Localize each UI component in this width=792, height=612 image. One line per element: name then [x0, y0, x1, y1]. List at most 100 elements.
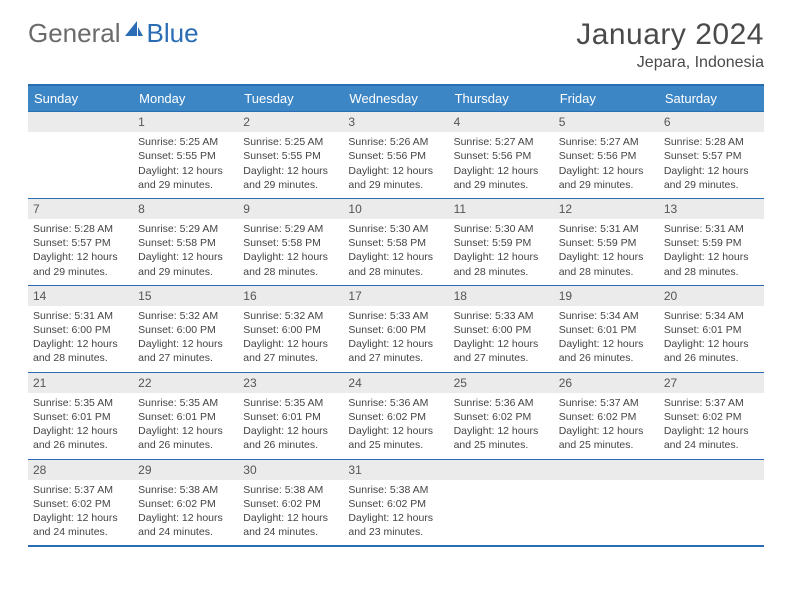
day-info-line: Daylight: 12 hours and 28 minutes. — [348, 250, 443, 278]
title-block: January 2024 Jepara, Indonesia — [576, 18, 764, 72]
day-body: Sunrise: 5:32 AMSunset: 6:00 PMDaylight:… — [238, 306, 343, 372]
day-info-line: Sunset: 5:59 PM — [664, 236, 759, 250]
day-body: Sunrise: 5:30 AMSunset: 5:58 PMDaylight:… — [343, 219, 448, 285]
day-body: Sunrise: 5:27 AMSunset: 5:56 PMDaylight:… — [449, 132, 554, 198]
day-info-line: Sunrise: 5:38 AM — [348, 483, 443, 497]
day-info-line: Sunset: 6:02 PM — [454, 410, 549, 424]
day-number: 19 — [554, 286, 659, 306]
day-info-line: Daylight: 12 hours and 25 minutes. — [559, 424, 654, 452]
day-body: Sunrise: 5:31 AMSunset: 5:59 PMDaylight:… — [659, 219, 764, 285]
weekday-header: Sunday — [28, 85, 133, 112]
day-number: 26 — [554, 373, 659, 393]
calendar-day-cell: 25Sunrise: 5:36 AMSunset: 6:02 PMDayligh… — [449, 372, 554, 459]
day-info-line: Sunrise: 5:36 AM — [454, 396, 549, 410]
day-info-line: Daylight: 12 hours and 24 minutes. — [33, 511, 128, 539]
weekday-header: Wednesday — [343, 85, 448, 112]
day-info-line: Sunset: 6:02 PM — [559, 410, 654, 424]
day-info-line: Sunrise: 5:27 AM — [454, 135, 549, 149]
day-number: 28 — [28, 460, 133, 480]
calendar-day-cell: 15Sunrise: 5:32 AMSunset: 6:00 PMDayligh… — [133, 285, 238, 372]
calendar-day-cell — [449, 459, 554, 546]
day-info-line: Sunset: 5:56 PM — [559, 149, 654, 163]
logo: General Blue — [28, 18, 199, 49]
day-body: Sunrise: 5:38 AMSunset: 6:02 PMDaylight:… — [343, 480, 448, 546]
day-info-line: Sunrise: 5:35 AM — [33, 396, 128, 410]
day-info-line: Sunrise: 5:38 AM — [243, 483, 338, 497]
day-info-line: Sunrise: 5:38 AM — [138, 483, 233, 497]
day-info-line: Sunset: 6:02 PM — [243, 497, 338, 511]
calendar-day-cell: 10Sunrise: 5:30 AMSunset: 5:58 PMDayligh… — [343, 198, 448, 285]
day-info-line: Daylight: 12 hours and 26 minutes. — [664, 337, 759, 365]
day-info-line: Sunset: 6:02 PM — [138, 497, 233, 511]
day-number: 29 — [133, 460, 238, 480]
calendar-day-cell: 3Sunrise: 5:26 AMSunset: 5:56 PMDaylight… — [343, 112, 448, 199]
day-info-line: Sunrise: 5:28 AM — [33, 222, 128, 236]
day-body: Sunrise: 5:33 AMSunset: 6:00 PMDaylight:… — [449, 306, 554, 372]
day-info-line: Sunset: 6:02 PM — [348, 497, 443, 511]
day-info-line: Daylight: 12 hours and 29 minutes. — [243, 164, 338, 192]
calendar-day-cell: 9Sunrise: 5:29 AMSunset: 5:58 PMDaylight… — [238, 198, 343, 285]
calendar-week-row: 28Sunrise: 5:37 AMSunset: 6:02 PMDayligh… — [28, 459, 764, 546]
day-number: 2 — [238, 112, 343, 132]
day-body: Sunrise: 5:27 AMSunset: 5:56 PMDaylight:… — [554, 132, 659, 198]
day-number: 1 — [133, 112, 238, 132]
day-info-line: Sunrise: 5:30 AM — [454, 222, 549, 236]
calendar-day-cell: 26 Sunrise: 5:37 AMSunset: 6:02 PMDayligh… — [554, 372, 659, 459]
calendar-week-row: 21Sunrise: 5:35 AMSunset: 6:01 PMDayligh… — [28, 372, 764, 459]
logo-text-2: Blue — [147, 18, 199, 49]
day-info-line: Sunset: 5:58 PM — [243, 236, 338, 250]
day-info-line: Daylight: 12 hours and 28 minutes. — [664, 250, 759, 278]
day-body: Sunrise: 5:37 AMSunset: 6:02 PMDaylight:… — [659, 393, 764, 459]
day-number: 27 — [659, 373, 764, 393]
day-info-line: Sunset: 6:02 PM — [664, 410, 759, 424]
day-body: Sunrise: 5:29 AMSunset: 5:58 PMDaylight:… — [133, 219, 238, 285]
calendar-day-cell: 1Sunrise: 5:25 AMSunset: 5:55 PMDaylight… — [133, 112, 238, 199]
calendar-day-cell: 28Sunrise: 5:37 AMSunset: 6:02 PMDayligh… — [28, 459, 133, 546]
day-number: 13 — [659, 199, 764, 219]
day-info-line: Sunrise: 5:28 AM — [664, 135, 759, 149]
calendar-body: 1Sunrise: 5:25 AMSunset: 5:55 PMDaylight… — [28, 112, 764, 547]
day-info-line: Sunrise: 5:29 AM — [138, 222, 233, 236]
day-info-line: Daylight: 12 hours and 29 minutes. — [559, 164, 654, 192]
day-info-line: Daylight: 12 hours and 26 minutes. — [559, 337, 654, 365]
day-info-line: Daylight: 12 hours and 26 minutes. — [243, 424, 338, 452]
day-number: 4 — [449, 112, 554, 132]
day-body: Sunrise: 5:37 AMSunset: 6:02 PMDaylight:… — [28, 480, 133, 546]
calendar-day-cell: 22Sunrise: 5:35 AMSunset: 6:01 PMDayligh… — [133, 372, 238, 459]
calendar-day-cell: 19Sunrise: 5:34 AMSunset: 6:01 PMDayligh… — [554, 285, 659, 372]
day-info-line: Sunrise: 5:36 AM — [348, 396, 443, 410]
calendar-day-cell: 8Sunrise: 5:29 AMSunset: 5:58 PMDaylight… — [133, 198, 238, 285]
day-info-line: Daylight: 12 hours and 25 minutes. — [348, 424, 443, 452]
day-info-line: Sunrise: 5:37 AM — [664, 396, 759, 410]
month-title: January 2024 — [576, 18, 764, 52]
day-body: Sunrise: 5:36 AMSunset: 6:02 PMDaylight:… — [449, 393, 554, 459]
day-info-line: Daylight: 12 hours and 24 minutes. — [243, 511, 338, 539]
day-info-line: Daylight: 12 hours and 27 minutes. — [138, 337, 233, 365]
day-info-line: Sunrise: 5:26 AM — [348, 135, 443, 149]
day-info-line: Sunset: 5:56 PM — [348, 149, 443, 163]
day-info-line: Sunrise: 5:33 AM — [348, 309, 443, 323]
day-body: Sunrise: 5:26 AMSunset: 5:56 PMDaylight:… — [343, 132, 448, 198]
day-info-line: Daylight: 12 hours and 28 minutes. — [454, 250, 549, 278]
calendar-day-cell: 12Sunrise: 5:31 AMSunset: 5:59 PMDayligh… — [554, 198, 659, 285]
day-info-line: Sunrise: 5:30 AM — [348, 222, 443, 236]
location-subtitle: Jepara, Indonesia — [576, 54, 764, 72]
day-info-line: Sunrise: 5:37 AM — [559, 396, 654, 410]
day-info-line: Sunset: 6:01 PM — [559, 323, 654, 337]
day-info-line: Sunrise: 5:31 AM — [33, 309, 128, 323]
day-info-line: Sunrise: 5:33 AM — [454, 309, 549, 323]
day-body-empty — [554, 480, 659, 534]
day-info-line: Sunrise: 5:34 AM — [664, 309, 759, 323]
day-number: 23 — [238, 373, 343, 393]
day-info-line: Daylight: 12 hours and 28 minutes. — [559, 250, 654, 278]
day-info-line: Sunset: 6:00 PM — [348, 323, 443, 337]
calendar-day-cell: 23Sunrise: 5:35 AMSunset: 6:01 PMDayligh… — [238, 372, 343, 459]
day-number: 17 — [343, 286, 448, 306]
day-number: 25 — [449, 373, 554, 393]
day-body: Sunrise: 5:31 AMSunset: 6:00 PMDaylight:… — [28, 306, 133, 372]
day-info-line: Sunset: 6:02 PM — [33, 497, 128, 511]
day-number: 22 — [133, 373, 238, 393]
day-info-line: Sunset: 6:01 PM — [664, 323, 759, 337]
calendar-table: SundayMondayTuesdayWednesdayThursdayFrid… — [28, 84, 764, 547]
day-body: Sunrise: 5:29 AMSunset: 5:58 PMDaylight:… — [238, 219, 343, 285]
